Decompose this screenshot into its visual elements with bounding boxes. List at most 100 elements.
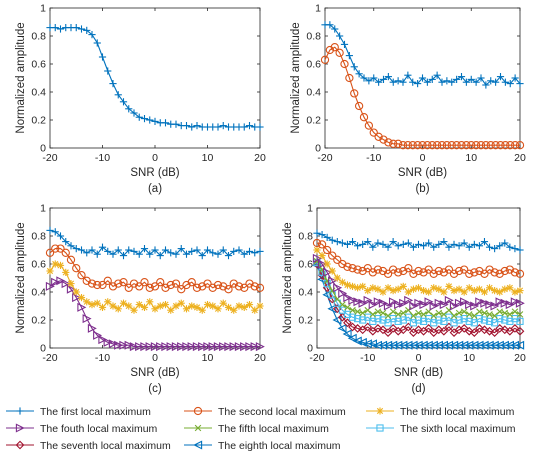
data-point [313, 246, 321, 254]
data-point [177, 245, 185, 253]
data-point [130, 247, 138, 255]
data-point [485, 326, 494, 336]
data-point [363, 322, 373, 332]
data-point [486, 141, 495, 150]
data-point [434, 298, 444, 308]
data-point [364, 313, 372, 321]
data-point [470, 287, 478, 295]
data-point [98, 243, 107, 251]
data-point [348, 264, 357, 273]
data-point [465, 300, 475, 310]
data-point [359, 240, 367, 248]
data-point [418, 340, 428, 350]
series-group [46, 24, 264, 131]
data-point [61, 248, 70, 257]
data-point [88, 301, 96, 309]
data-point [511, 288, 519, 296]
data-point [209, 249, 217, 257]
data-point [476, 308, 483, 315]
legend-entry: The sixth local maximum [366, 423, 516, 435]
data-point [338, 306, 346, 314]
data-point [403, 141, 413, 150]
data-point [156, 302, 164, 310]
data-point [465, 317, 473, 326]
data-point [198, 342, 208, 352]
series-square [313, 258, 524, 327]
data-point [491, 319, 499, 327]
data-point [114, 246, 122, 254]
data-point [496, 73, 505, 81]
data-point [193, 246, 201, 254]
data-point [413, 141, 422, 150]
series-asterisk [313, 246, 524, 296]
data-point [383, 340, 393, 350]
data-point [348, 295, 358, 305]
data-point [135, 113, 143, 121]
y-axis-label: Normalized amplitude [282, 222, 294, 333]
data-point [188, 302, 196, 310]
data-point [343, 240, 352, 248]
data-point [467, 141, 476, 150]
data-point [409, 285, 418, 293]
data-point [515, 298, 525, 308]
data-point [510, 297, 520, 307]
data-point [438, 78, 446, 86]
data-point [490, 268, 499, 277]
series-plus [313, 229, 524, 254]
data-point [354, 101, 364, 111]
data-point [492, 78, 500, 86]
x-tick-label: 10 [463, 352, 475, 364]
data-point [394, 268, 403, 277]
data-point [454, 298, 464, 308]
data-point [378, 298, 388, 308]
data-point [480, 238, 489, 246]
data-point [424, 297, 434, 307]
data-point [472, 78, 480, 86]
x-tick-label: 0 [420, 152, 426, 164]
data-point [495, 269, 504, 278]
data-point [454, 340, 464, 350]
data-point [388, 324, 398, 333]
series-circle [320, 43, 525, 150]
x-tick-label: -20 [42, 152, 57, 164]
data-point [398, 141, 408, 150]
data-point [418, 74, 427, 82]
data-point [66, 255, 76, 264]
data-point [501, 316, 509, 324]
data-point [338, 259, 347, 269]
data-point [389, 78, 397, 86]
data-point [188, 123, 196, 131]
data-point [66, 284, 76, 294]
data-point [177, 299, 185, 307]
data-point [77, 294, 86, 302]
data-point [214, 250, 222, 258]
data-point [93, 299, 101, 307]
data-point [433, 340, 443, 350]
data-point [515, 141, 525, 150]
data-point [104, 298, 112, 306]
data-point [454, 266, 464, 276]
data-point [428, 75, 436, 83]
data-point [172, 302, 180, 310]
data-point [495, 324, 505, 333]
data-point [156, 342, 166, 352]
data-point [516, 311, 524, 318]
data-point [369, 284, 377, 292]
data-point [322, 245, 332, 255]
data-point [151, 305, 159, 313]
data-point [375, 78, 383, 86]
data-point [384, 243, 392, 251]
data-point [511, 308, 519, 315]
data-point [399, 78, 407, 86]
data-point [88, 246, 96, 254]
data-point [45, 248, 55, 257]
x-tick-label: 0 [152, 152, 158, 164]
data-point [465, 284, 473, 292]
data-point [511, 74, 519, 82]
data-point [457, 141, 466, 150]
data-point [394, 285, 402, 293]
data-point [323, 233, 331, 241]
data-point [177, 342, 187, 352]
data-point [516, 80, 524, 88]
legend-label: The third local maximum [400, 406, 515, 418]
